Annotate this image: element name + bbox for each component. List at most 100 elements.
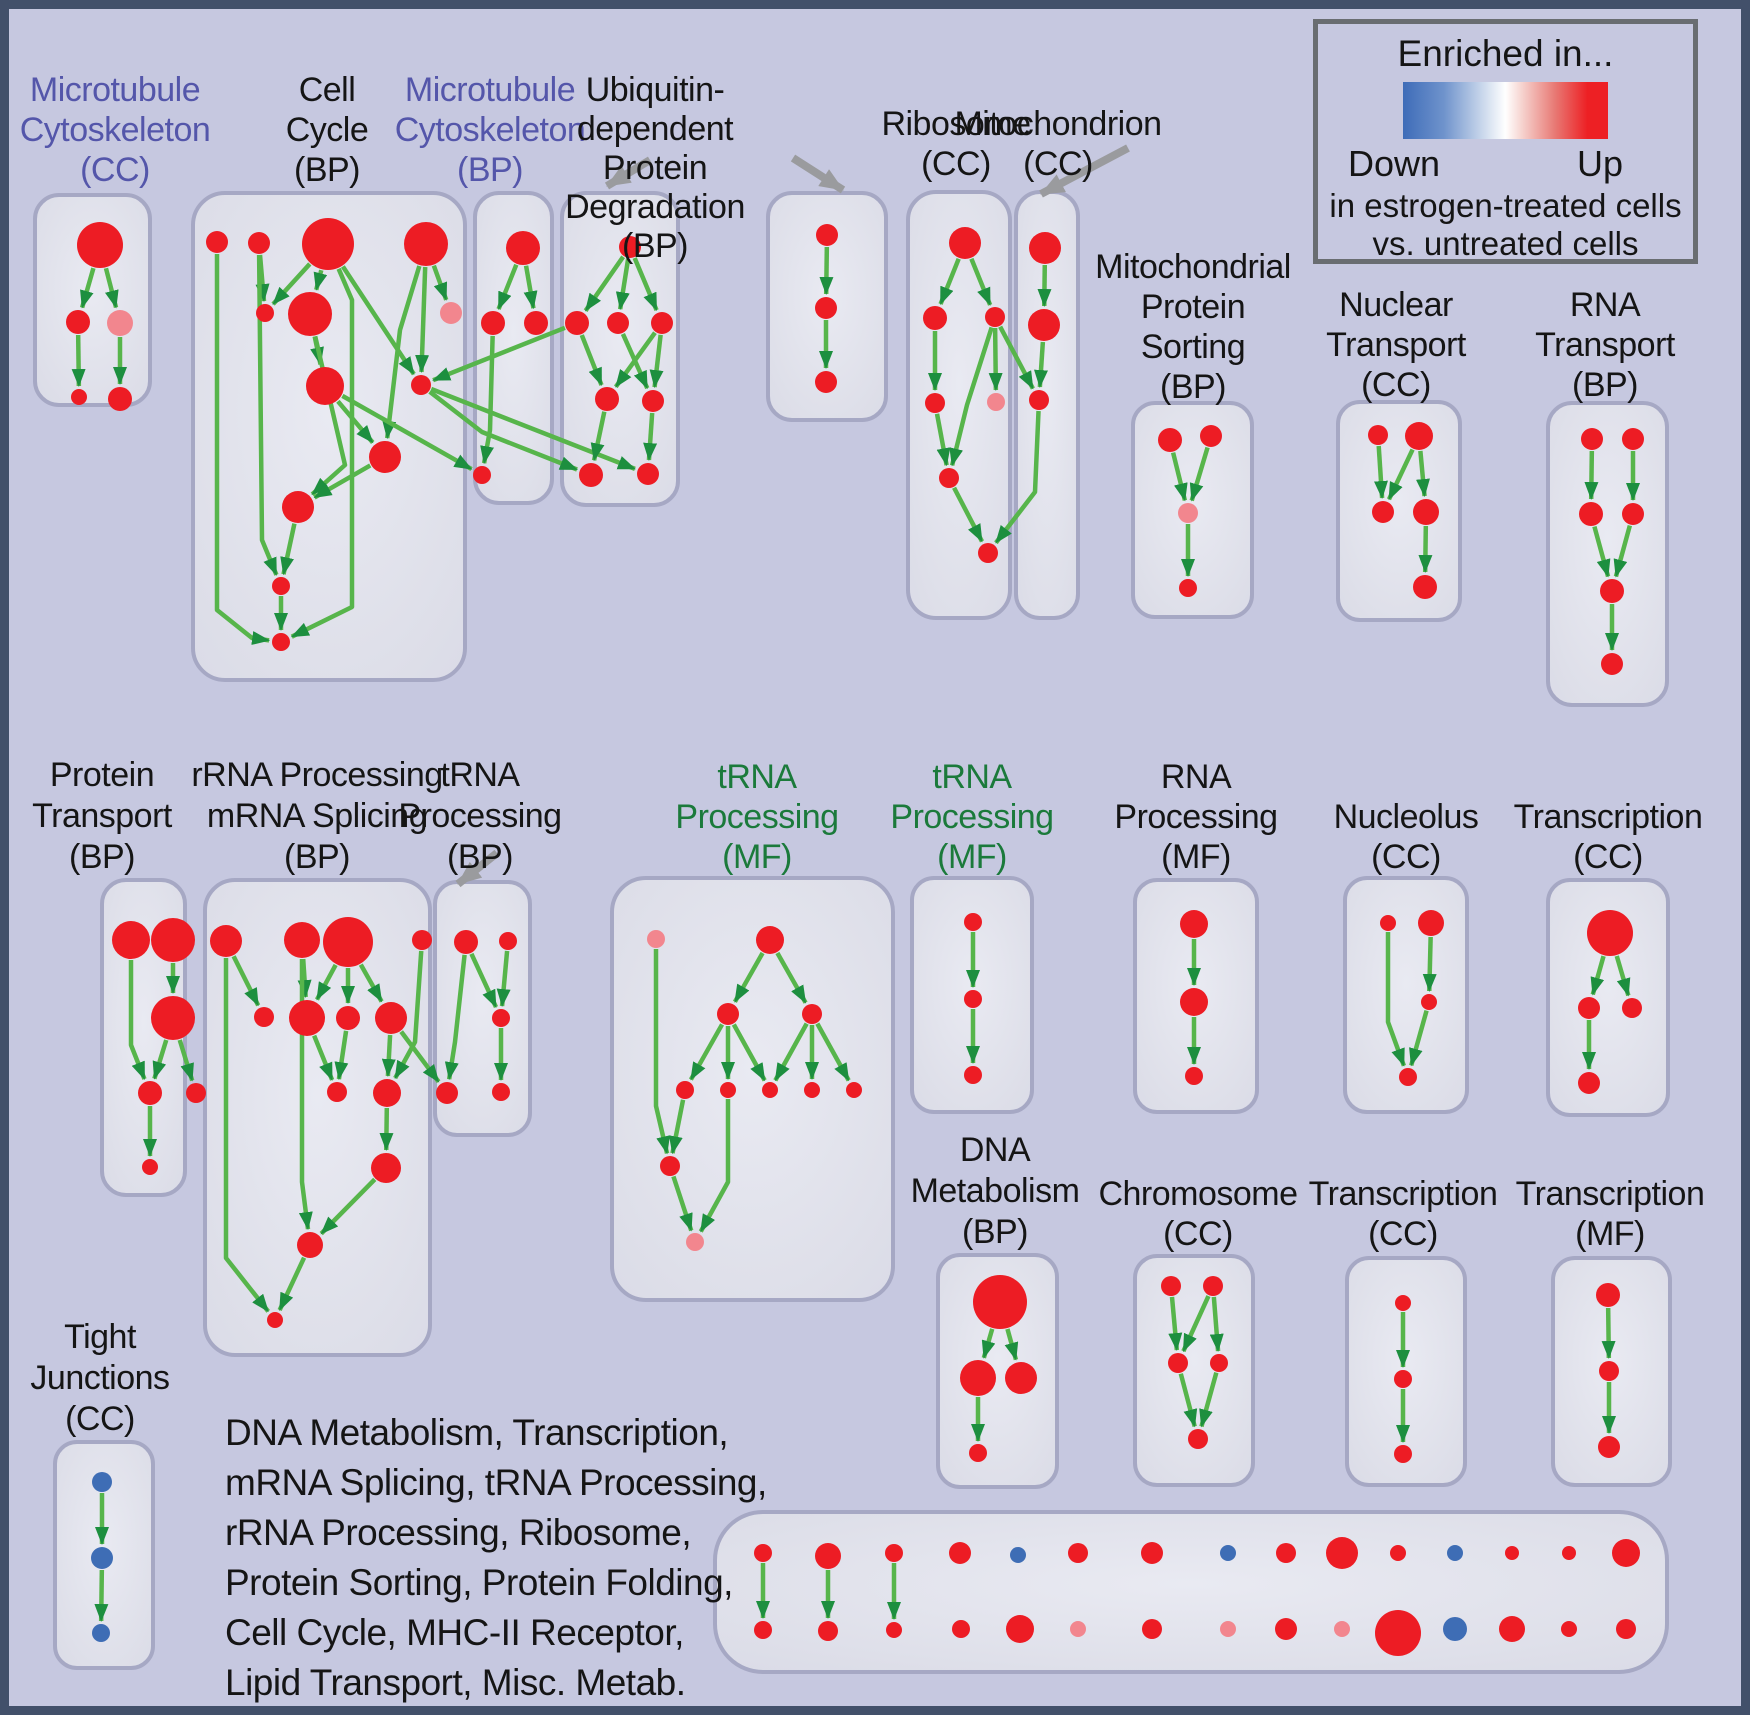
go-term-node-s1 (1158, 428, 1182, 452)
go-term-node-b12 (272, 577, 290, 595)
microtubule-bp-label-line-1: Microtubule (405, 71, 575, 109)
go-term-node-rt5 (1600, 579, 1624, 603)
trna-mf-small-label-line-2: Processing (890, 798, 1053, 836)
edge-u3-u6 (620, 333, 650, 390)
edge-a1-a3 (103, 267, 119, 309)
microtubule-cc-label-line-1: Microtubule (30, 71, 200, 109)
go-term-node-i2 (1180, 988, 1208, 1016)
edge-j3-j4 (1409, 1010, 1429, 1067)
edge-b3-b13 (290, 267, 355, 639)
edge-b3-b6 (271, 262, 312, 306)
go-term-node-c3 (1168, 1353, 1188, 1373)
edge-k1-k2 (1590, 955, 1606, 996)
edge-m1-m2 (496, 263, 519, 311)
edge-b11-b12 (280, 523, 297, 576)
go-term-node-h3 (964, 1066, 982, 1084)
go-term-node-mp6t (1068, 1543, 1088, 1563)
cluster-box-rna-transport-bp (1546, 401, 1669, 707)
go-term-node-u7 (579, 463, 603, 487)
go-term-node-g11 (686, 1233, 704, 1251)
cluster-box-transcription-cc-mid (1546, 878, 1670, 1117)
go-term-node-z3 (92, 1624, 110, 1642)
go-term-node-k4 (1578, 1072, 1600, 1094)
rrna-label-line-3: (BP) (284, 838, 350, 876)
edge-r1-r3 (969, 257, 993, 306)
trna-mf-big-label-line-1: tRNA (717, 758, 797, 796)
go-term-node-u3 (607, 312, 629, 334)
edge-q1-q13 (223, 958, 270, 1313)
edge-r3-r6 (949, 326, 994, 467)
go-term-node-mp12b (1443, 1617, 1467, 1641)
transcription-cc-bottom-label-line-1: Transcription (1309, 1175, 1498, 1213)
go-term-node-x1 (1596, 1283, 1620, 1307)
edge-t2-t3 (496, 950, 511, 1008)
edge-u2-b9 (432, 325, 566, 383)
go-term-node-t4 (436, 1082, 458, 1104)
go-term-node-b3 (302, 218, 354, 270)
go-term-node-t3 (492, 1009, 510, 1027)
go-term-node-mp3b (886, 1622, 902, 1638)
edge-p1-p4 (128, 960, 147, 1080)
go-term-node-p6 (142, 1159, 158, 1175)
trna-mf-small-label-line-1: tRNA (932, 758, 1012, 796)
go-term-node-rt4 (1622, 503, 1644, 525)
chromosome-label-line-2: (CC) (1163, 1215, 1233, 1253)
go-term-node-mp9t (1276, 1543, 1296, 1563)
go-term-node-r6 (939, 468, 959, 488)
edge-g5-g10 (668, 1099, 686, 1155)
edge-s2-s3 (1189, 446, 1210, 502)
go-term-node-r2 (923, 306, 947, 330)
go-term-node-g9 (846, 1082, 862, 1098)
go-term-node-a2 (66, 310, 90, 334)
go-term-node-c1 (1161, 1276, 1181, 1296)
misc-text-line-6: Lipid Transport, Misc. Metab. (225, 1662, 686, 1703)
go-term-node-a3 (107, 310, 133, 336)
go-term-node-w1 (1395, 1295, 1411, 1311)
legend-caption-line2: vs. untreated cells (1372, 225, 1639, 262)
edge-q8-t4 (399, 1030, 441, 1084)
go-term-node-mp3t (885, 1544, 903, 1562)
go-term-node-mp7b (1142, 1619, 1162, 1639)
go-term-node-c2 (1203, 1276, 1223, 1296)
go-term-node-t2 (499, 932, 517, 950)
go-term-node-q2 (284, 922, 320, 958)
go-term-node-u5 (595, 387, 619, 411)
edge-q3-q6 (314, 963, 338, 1001)
edge-u5-u7 (590, 411, 607, 462)
dna-metabolism-label-line-2: Metabolism (911, 1172, 1080, 1210)
go-term-node-q10 (373, 1079, 401, 1107)
edge-u6-u8 (643, 412, 658, 462)
go-term-node-j4 (1399, 1068, 1417, 1086)
go-term-node-p5 (186, 1083, 206, 1103)
edge-q1-q5 (231, 955, 261, 1007)
go-term-node-nt5 (1413, 575, 1437, 599)
edge-a1-a2 (79, 267, 96, 309)
go-term-node-p4 (138, 1081, 162, 1105)
legend-title: Enriched in... (1397, 33, 1614, 74)
go-term-node-i1 (1180, 910, 1208, 938)
go-term-node-mp10b (1334, 1621, 1350, 1637)
edge-c2-c3 (1181, 1295, 1211, 1353)
go-term-node-v3 (815, 371, 837, 393)
tight-junctions-label-line-3: (CC) (65, 1400, 135, 1438)
rna-transport-label-line-3: (BP) (1572, 366, 1638, 404)
trna-mf-small-label-line-3: (MF) (937, 838, 1007, 876)
go-term-node-q9 (327, 1082, 347, 1102)
edge-m1-m3 (523, 265, 538, 310)
edge-d1-d2 (981, 1328, 996, 1359)
go-term-node-q12 (297, 1232, 323, 1258)
go-term-node-mp10t (1326, 1537, 1358, 1569)
go-term-node-q1 (210, 925, 242, 957)
go-term-node-u6 (642, 390, 664, 412)
protein-transport-label-line-1: Protein (50, 756, 154, 794)
cluster-box-rrna-mrna-bp (203, 878, 432, 1357)
tight-junctions-label-line-2: Junctions (30, 1359, 169, 1397)
go-term-node-z1 (92, 1472, 112, 1492)
cell-cycle-label-line-3: (BP) (294, 151, 360, 189)
go-term-node-mt1 (1029, 232, 1061, 264)
go-term-node-mp6b (1070, 1621, 1086, 1637)
go-term-node-u4 (651, 312, 673, 334)
misc-text-line-3: rRNA Processing, Ribosome, (225, 1512, 691, 1553)
cluster-box-trna-mf-big (610, 876, 895, 1302)
rna-processing-label-line-3: (MF) (1161, 838, 1231, 876)
